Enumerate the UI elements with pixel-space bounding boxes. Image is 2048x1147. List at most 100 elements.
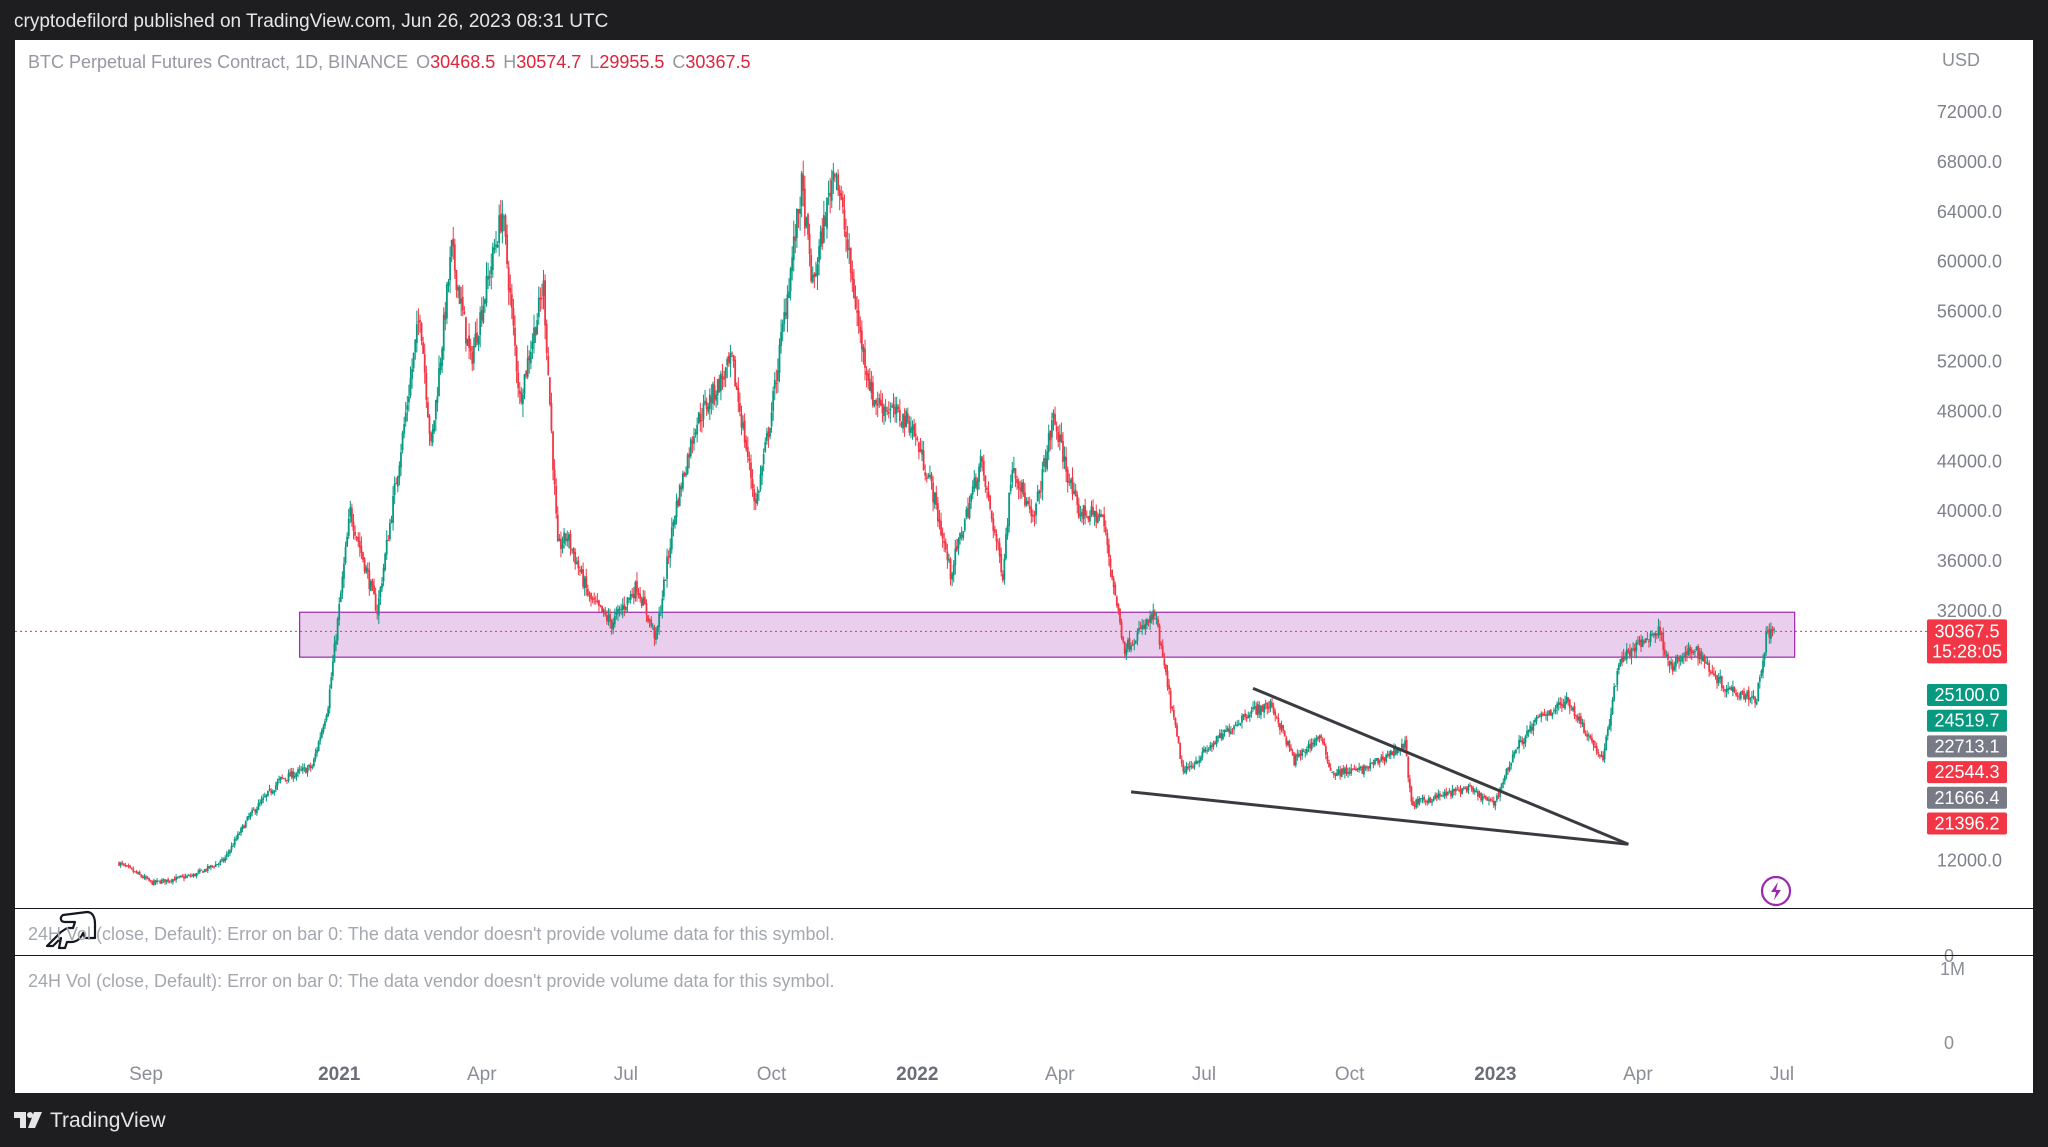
candle-body (444, 311, 447, 320)
candle-body (1412, 800, 1414, 806)
candle-body (1176, 725, 1178, 737)
candle-body (868, 378, 871, 391)
candle-body (252, 809, 255, 811)
candle-body (959, 533, 961, 539)
x-tick-label: Oct (1335, 1064, 1365, 1085)
chart-panel[interactable]: 12000.0 32000.0 36000.0 40000.0 44000.0 48000… (15, 40, 2033, 1093)
candle-body (561, 544, 564, 549)
candle-body (1169, 690, 1172, 709)
tradingview-logo[interactable]: TradingView (14, 1109, 166, 1133)
candle-body (1323, 742, 1326, 746)
candle-body (560, 538, 562, 549)
candle-body (1084, 505, 1087, 516)
candle-body (1613, 686, 1616, 701)
candle-body (740, 413, 743, 428)
candle-body (1692, 652, 1695, 654)
candle-body (1606, 728, 1609, 736)
pane-separator-2[interactable] (15, 955, 2033, 956)
candle-body (1617, 664, 1620, 670)
candle-body (154, 880, 157, 883)
candle-body (1592, 740, 1595, 746)
candle-body (273, 790, 276, 793)
candle-body (642, 597, 645, 606)
candle-body (1092, 507, 1094, 515)
candle-body (1462, 787, 1465, 789)
candle-body (613, 615, 616, 625)
candle-body (688, 453, 691, 458)
candle-body (1364, 765, 1367, 769)
candle-body (1424, 800, 1427, 802)
candle-body (1144, 623, 1147, 630)
candle-body (281, 777, 284, 779)
candle-body (1564, 701, 1566, 709)
candle-body (1074, 489, 1077, 497)
candle-body (1279, 723, 1281, 730)
candle-body (620, 609, 623, 611)
candle-body (1203, 748, 1205, 753)
candle-body (617, 608, 619, 614)
candle-body (1079, 513, 1082, 516)
pane-separator-1[interactable] (15, 908, 2033, 909)
candle-body (1142, 625, 1145, 629)
candle-body (254, 809, 257, 813)
candle-body (157, 880, 160, 882)
candle-body (1706, 663, 1709, 665)
candle-body (514, 327, 516, 346)
candle-body (1218, 733, 1221, 738)
candle-body (1111, 569, 1113, 579)
candle-body (1035, 503, 1037, 516)
candle-body (917, 442, 920, 452)
candle-body (1543, 714, 1546, 716)
candle-body (312, 758, 315, 767)
candle-body (564, 533, 567, 541)
candle-body (1527, 730, 1530, 732)
candle-body (1440, 795, 1443, 797)
candle-body (1163, 658, 1166, 666)
candle-body (691, 440, 694, 444)
candle-body (1475, 791, 1478, 793)
candle-body (1405, 739, 1408, 756)
candle-body (298, 768, 301, 770)
candle-body (1518, 739, 1520, 749)
currency-label[interactable]: USD (1942, 50, 1981, 70)
candle-body (1168, 685, 1170, 690)
candle-body (529, 351, 532, 364)
candle-body (1445, 791, 1448, 797)
candle-body (358, 541, 361, 548)
candle-body (1427, 797, 1430, 803)
candle-body (925, 477, 928, 480)
candle-body (1062, 440, 1064, 462)
candle-body (960, 535, 963, 537)
candle-body (1415, 799, 1418, 808)
candle-body (1131, 644, 1134, 646)
candle-body (865, 371, 868, 376)
candle-body (704, 400, 706, 404)
candle-body (1020, 482, 1023, 492)
candle-body (1603, 748, 1606, 760)
candle-body (344, 547, 347, 563)
candle-body (708, 394, 711, 409)
candle-body (1309, 744, 1311, 749)
candle-body (1356, 768, 1359, 770)
candle-body (151, 880, 154, 885)
candle-body (195, 873, 198, 877)
candle-body (1549, 709, 1552, 715)
candle-body (1247, 715, 1250, 719)
price-chart[interactable]: 12000.0 32000.0 36000.0 40000.0 44000.0 48000… (15, 40, 2033, 1093)
candle-body (130, 867, 133, 869)
candle-body (293, 775, 296, 778)
candle-body (365, 567, 368, 573)
candle-body (742, 422, 744, 429)
price-label-value: 22544.3 (1934, 762, 1999, 782)
candle-body (993, 529, 996, 533)
candle-body (666, 556, 668, 580)
candle-body (160, 880, 163, 884)
candle-body (664, 579, 667, 581)
candle-body (1103, 514, 1106, 527)
candle-body (783, 312, 786, 325)
candle-body (506, 234, 508, 265)
candle-body (1638, 639, 1641, 643)
candle-body (393, 483, 396, 495)
candle-body (1546, 713, 1549, 716)
candle-body (811, 274, 814, 282)
